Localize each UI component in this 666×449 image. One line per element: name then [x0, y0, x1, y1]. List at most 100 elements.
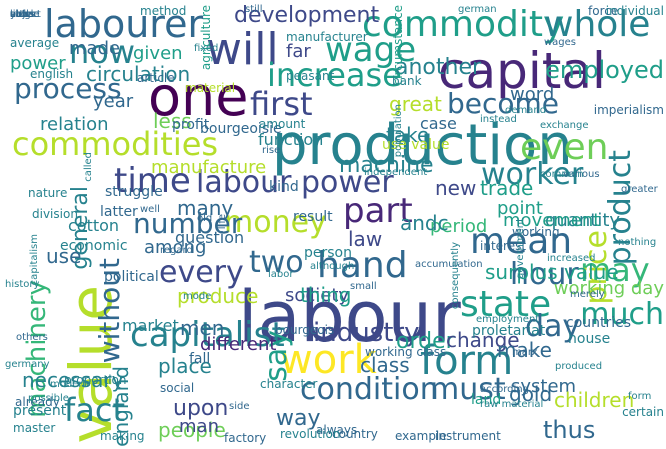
word-money: money: [224, 205, 327, 240]
word-thus: thus: [543, 416, 596, 444]
word-bank: bank: [392, 74, 422, 88]
word-always: always: [316, 423, 358, 437]
word-already: already: [15, 395, 60, 409]
word-latter: latter: [100, 204, 138, 220]
word-relation: relation: [40, 114, 109, 135]
word-time: time: [114, 161, 191, 201]
word-although: although: [310, 261, 355, 272]
word-worker: worker: [481, 157, 584, 192]
word-one: one: [148, 65, 249, 128]
word-society: society: [285, 285, 350, 306]
word-necessary: necessary: [22, 368, 124, 392]
word-fixed: fixed: [194, 43, 219, 54]
word-small: small: [350, 281, 377, 292]
word-nature: nature: [28, 186, 68, 200]
word-may: may: [580, 251, 650, 289]
word-market: market: [122, 316, 179, 335]
word-employment: employment: [476, 314, 540, 325]
word-less: less: [153, 109, 192, 133]
word-making: making: [100, 429, 145, 443]
word-another: another: [395, 55, 482, 80]
word-fact: fact: [64, 391, 126, 429]
word-proletariat: proletariat: [472, 323, 546, 339]
word-life: life: [217, 214, 228, 230]
word-power: power: [10, 53, 66, 74]
word-surplus-value: surplus value: [485, 260, 619, 284]
word-yet: yet: [10, 9, 26, 20]
word-still: still: [245, 4, 263, 15]
word-agriculture: agriculture: [199, 5, 213, 71]
word-form: form: [420, 338, 514, 384]
word-german: german: [458, 4, 497, 15]
word-working-day: working day: [553, 278, 664, 299]
word-place: place: [158, 354, 212, 378]
word-object: object: [10, 9, 41, 20]
word-wages: wages: [544, 37, 577, 48]
word-various: various: [563, 169, 600, 180]
word-movement: movement: [503, 210, 601, 231]
word-much: much: [580, 297, 664, 332]
word-among: among: [144, 237, 207, 258]
word-bourgeoisie: bourgeoisie: [200, 121, 282, 137]
word-labor: labor: [268, 269, 294, 280]
word-period: period: [430, 216, 488, 237]
word-working: working: [512, 225, 560, 239]
word-men: men: [180, 316, 225, 340]
word-now: now: [69, 33, 136, 71]
word-germany: germany: [5, 359, 50, 370]
word-increase: increase: [267, 56, 402, 94]
word-method: method: [140, 4, 187, 18]
word-cause: cause: [10, 9, 40, 20]
word-industry: industry: [313, 318, 420, 348]
word-children: children: [554, 388, 635, 412]
word-average: average: [10, 36, 60, 50]
word-cotton: cotton: [68, 216, 120, 235]
word-population: population: [393, 104, 404, 158]
word-people: people: [158, 418, 226, 442]
word-capital: capital: [438, 42, 606, 100]
word-manufacture: manufacture: [151, 157, 267, 178]
word-form: form: [628, 391, 652, 402]
word-fall: fall: [189, 351, 211, 367]
word-instead: instead: [480, 114, 517, 125]
word-case: case: [420, 114, 457, 133]
word-struggle: struggle: [105, 184, 163, 200]
word-possible: possible: [28, 393, 69, 404]
word-certain: certain: [622, 405, 664, 419]
word-material: material: [185, 81, 236, 95]
word-accumulation: accumulation: [415, 259, 483, 270]
word-profit: profit: [172, 117, 210, 133]
word-new: new: [435, 176, 477, 200]
word-rise: rise: [262, 145, 281, 156]
word-two: two: [249, 245, 304, 280]
word-number: number: [133, 207, 243, 240]
word-division: division: [32, 207, 78, 221]
word-demand: demand: [505, 105, 547, 116]
word-single: single: [10, 9, 40, 20]
word-man: man: [179, 416, 219, 437]
word-order: order: [396, 329, 455, 354]
word-countries: countries: [566, 315, 632, 331]
word-land: land: [471, 392, 502, 408]
word-production: production: [272, 113, 573, 178]
word-modern: modern: [50, 379, 89, 390]
word-given: given: [133, 43, 183, 64]
word-work: work: [280, 337, 377, 383]
word-history: history: [5, 279, 40, 290]
word-hour: hour: [510, 257, 579, 292]
word-side: side: [229, 401, 250, 412]
word-exchange: exchange: [540, 120, 589, 131]
word-day: day: [525, 309, 581, 344]
word-consequently: consequently: [450, 242, 461, 310]
word-manufacturer: manufacturer: [286, 30, 368, 44]
word-according: according: [480, 384, 529, 395]
word-example: example: [395, 429, 447, 443]
word-individual: individual: [605, 4, 664, 18]
word-raw-material: raw material: [480, 399, 544, 410]
word-development: development: [234, 3, 380, 28]
word-common: common: [540, 169, 584, 180]
word-amount: amount: [259, 117, 306, 131]
word-part: part: [343, 191, 413, 231]
word-gold: gold: [509, 382, 553, 406]
word-function: function: [258, 130, 324, 149]
